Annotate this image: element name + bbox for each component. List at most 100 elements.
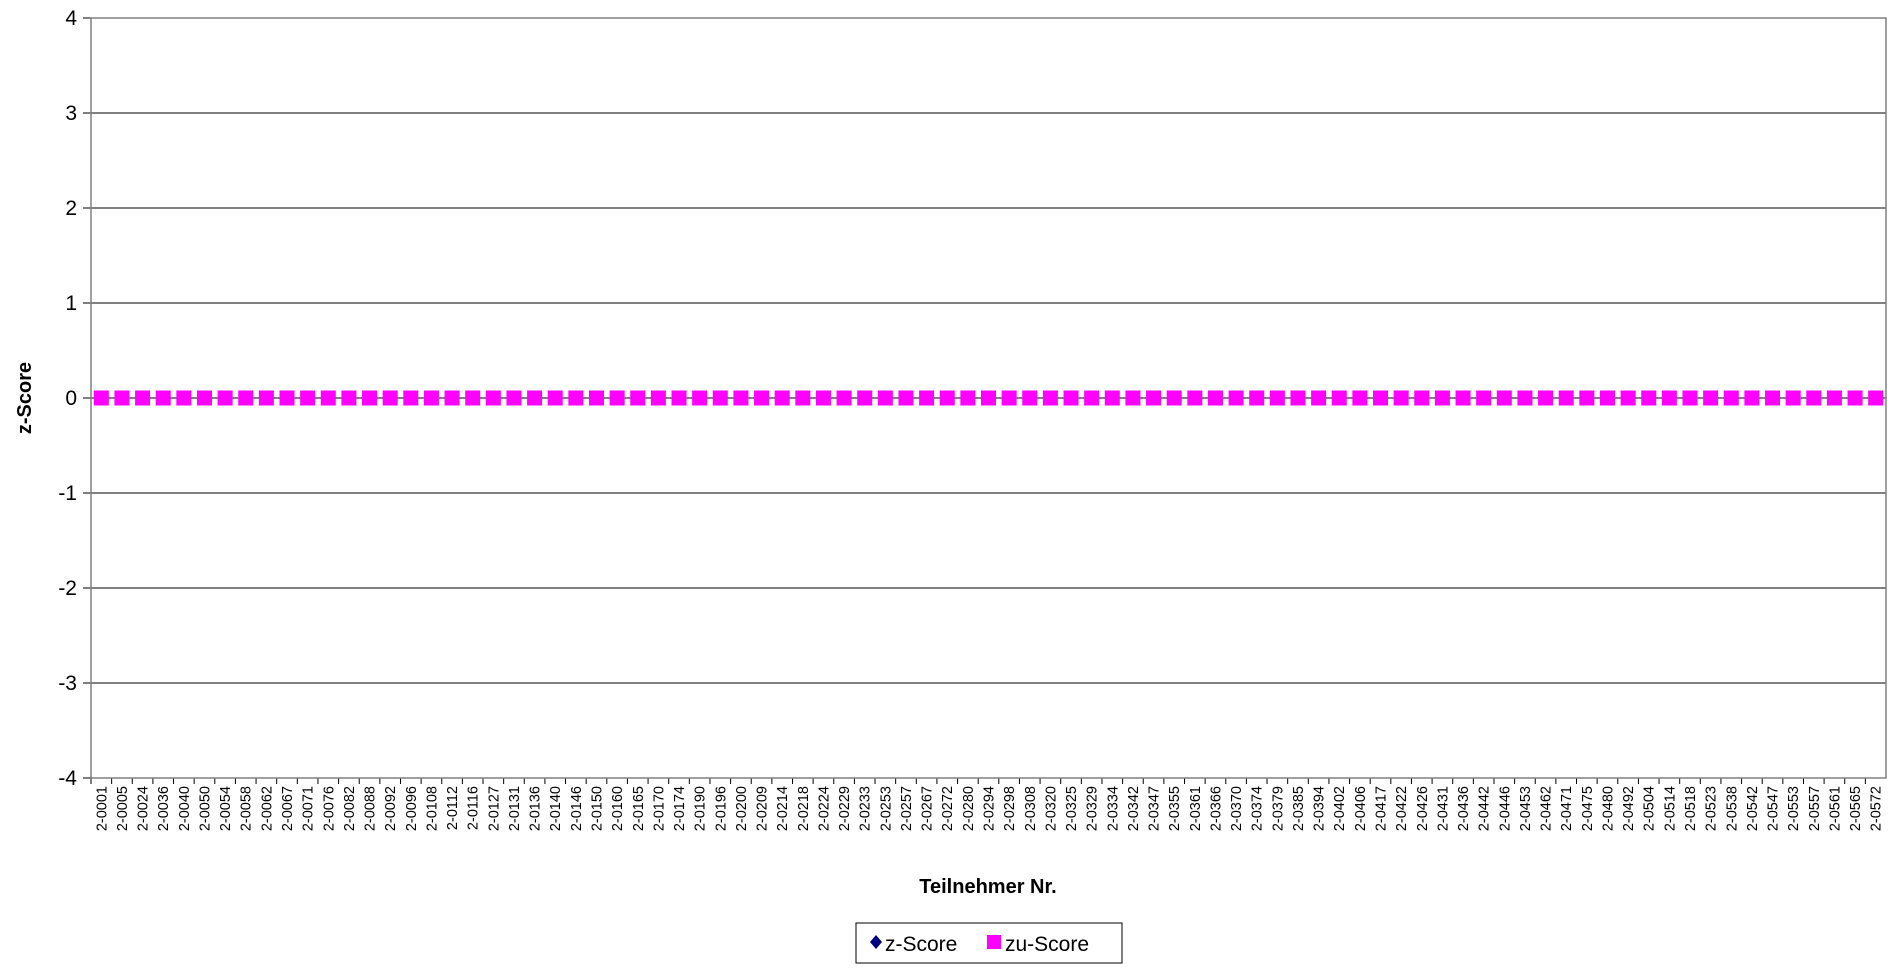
- zu-score-point: [1744, 390, 1760, 406]
- zu-score-point: [1290, 390, 1306, 406]
- zu-score-point: [1723, 390, 1739, 406]
- x-tick-label: 2-0218: [796, 786, 812, 831]
- x-tick-label: 2-0229: [837, 786, 853, 831]
- zu-score-point: [527, 390, 543, 406]
- series-markers: [93, 390, 1884, 406]
- y-tick-label: -2: [58, 577, 77, 600]
- zu-score-point: [155, 390, 171, 406]
- x-tick-label: 2-0325: [1064, 786, 1080, 831]
- zu-score-point: [1269, 390, 1285, 406]
- x-tick-label: 2-0067: [280, 786, 296, 831]
- zu-score-point: [1455, 390, 1471, 406]
- zu-score-point: [1022, 390, 1038, 406]
- x-tick-label: 2-0082: [342, 786, 358, 831]
- x-tick-label: 2-0112: [445, 786, 461, 830]
- x-tick-label: 2-0320: [1043, 786, 1059, 831]
- x-tick-label: 2-0406: [1353, 786, 1369, 831]
- zu-score-point: [1476, 390, 1492, 406]
- x-tick-label: 2-0492: [1621, 786, 1637, 831]
- x-tick-label: 2-0088: [363, 786, 379, 831]
- x-tick-label: 2-0426: [1415, 786, 1431, 831]
- x-tick-label: 2-0379: [1270, 786, 1286, 831]
- zu-score-point: [547, 390, 563, 406]
- x-tick-label: 2-0561: [1827, 786, 1843, 831]
- zu-score-point: [465, 390, 481, 406]
- x-tick-label: 2-0417: [1374, 786, 1390, 831]
- zu-score-point: [795, 390, 811, 406]
- x-tick-label: 2-0453: [1518, 786, 1534, 831]
- x-tick-label: 2-0334: [1105, 786, 1121, 831]
- x-tick-label: 2-0001: [94, 786, 110, 831]
- x-tick-label: 2-0116: [466, 786, 482, 830]
- zu-score-point: [1868, 390, 1884, 406]
- zu-score-point: [919, 390, 935, 406]
- x-tick-label: 2-0385: [1291, 786, 1307, 831]
- zu-score-point: [506, 390, 522, 406]
- y-tick-label: -1: [58, 482, 77, 505]
- x-tick-label: 2-0267: [920, 786, 936, 831]
- zu-score-point: [238, 390, 254, 406]
- x-tick-label: 2-0523: [1704, 786, 1720, 831]
- x-tick-label: 2-0209: [755, 786, 771, 831]
- legend-zu-score-label: zu-Score: [1005, 933, 1089, 956]
- x-tick-label: 2-0298: [1002, 786, 1018, 831]
- x-tick-label: 2-0196: [713, 786, 729, 831]
- x-tick-label: 2-0190: [693, 786, 709, 831]
- zu-score-point: [135, 390, 151, 406]
- zu-score-point: [114, 390, 130, 406]
- x-tick-label: 2-0518: [1683, 786, 1699, 831]
- zu-score-point: [568, 390, 584, 406]
- x-tick-label: 2-0058: [239, 786, 255, 831]
- x-tick-label: 2-0050: [197, 786, 213, 831]
- legend-z-score-label: z-Score: [885, 933, 957, 956]
- zu-score-point: [1249, 390, 1265, 406]
- zu-score-point: [1517, 390, 1533, 406]
- x-tick-label: 2-0538: [1724, 786, 1740, 831]
- zu-score-point: [1228, 390, 1244, 406]
- zu-score-point: [1331, 390, 1347, 406]
- x-tick-label: 2-0542: [1745, 786, 1761, 831]
- x-tick-label: 2-0076: [321, 786, 337, 831]
- zu-score-point: [1104, 390, 1120, 406]
- y-tick-label: 4: [65, 7, 77, 30]
- zu-score-point: [1620, 390, 1636, 406]
- x-tick-label: 2-0174: [672, 786, 688, 831]
- x-axis-label: Teilnehmer Nr.: [919, 876, 1056, 898]
- x-tick-label: 2-0504: [1642, 786, 1658, 831]
- zu-score-point: [1538, 390, 1554, 406]
- zu-score-point: [609, 390, 625, 406]
- x-tick-label: 2-0442: [1477, 786, 1493, 831]
- x-tick-label: 2-0005: [115, 786, 131, 831]
- x-tick-label: 2-0294: [982, 786, 998, 831]
- zu-score-point: [362, 390, 378, 406]
- zu-score-point: [1765, 390, 1781, 406]
- x-tick-label: 2-0160: [610, 786, 626, 831]
- zu-score-point: [1001, 390, 1017, 406]
- zu-score-point: [1599, 390, 1615, 406]
- x-tick-label: 2-0572: [1869, 786, 1885, 831]
- zu-score-point: [1352, 390, 1368, 406]
- y-axis-label: z-Score: [14, 362, 36, 434]
- x-tick-label: 2-0040: [177, 786, 193, 831]
- x-tick-label: 2-0165: [631, 786, 647, 831]
- zu-score-point: [1084, 390, 1100, 406]
- zu-score-point: [692, 390, 708, 406]
- zu-score-point: [981, 390, 996, 406]
- zu-score-point: [1414, 390, 1430, 406]
- x-tick-label: 2-0170: [651, 786, 667, 831]
- legend-zu-score-marker: [987, 935, 1001, 949]
- zu-score-point: [1166, 390, 1182, 406]
- x-tick-label: 2-0253: [878, 786, 894, 831]
- zu-score-point: [1434, 390, 1450, 406]
- zu-score-point: [300, 390, 316, 406]
- x-tick-label: 2-0233: [858, 786, 874, 831]
- zu-score-point: [1496, 390, 1512, 406]
- zu-score-point: [898, 390, 914, 406]
- zu-score-point: [1393, 390, 1409, 406]
- zu-score-point: [1207, 390, 1223, 406]
- zu-score-point: [1373, 390, 1389, 406]
- x-tick-label: 2-0431: [1435, 786, 1451, 831]
- zu-score-point: [1125, 390, 1141, 406]
- x-tick-label: 2-0366: [1208, 786, 1224, 831]
